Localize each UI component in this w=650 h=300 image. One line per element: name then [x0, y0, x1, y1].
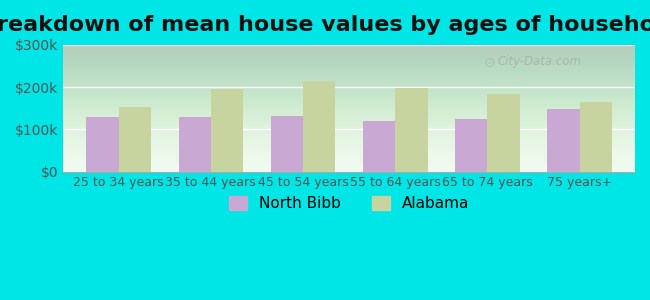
Bar [179, 117, 211, 172]
Bar [488, 94, 520, 172]
Bar [547, 109, 580, 172]
Bar [363, 121, 395, 172]
Bar [118, 107, 151, 172]
Bar [395, 88, 428, 172]
Text: City-Data.com: City-Data.com [498, 55, 582, 68]
Bar [271, 116, 303, 172]
Bar [580, 102, 612, 172]
Bar [455, 119, 488, 172]
Bar [211, 89, 243, 172]
Title: Breakdown of mean house values by ages of householders: Breakdown of mean house values by ages o… [0, 15, 650, 35]
Text: ⊙: ⊙ [484, 56, 495, 70]
Bar [303, 81, 335, 172]
Legend: North Bibb, Alabama: North Bibb, Alabama [222, 190, 476, 217]
Bar [86, 117, 118, 172]
